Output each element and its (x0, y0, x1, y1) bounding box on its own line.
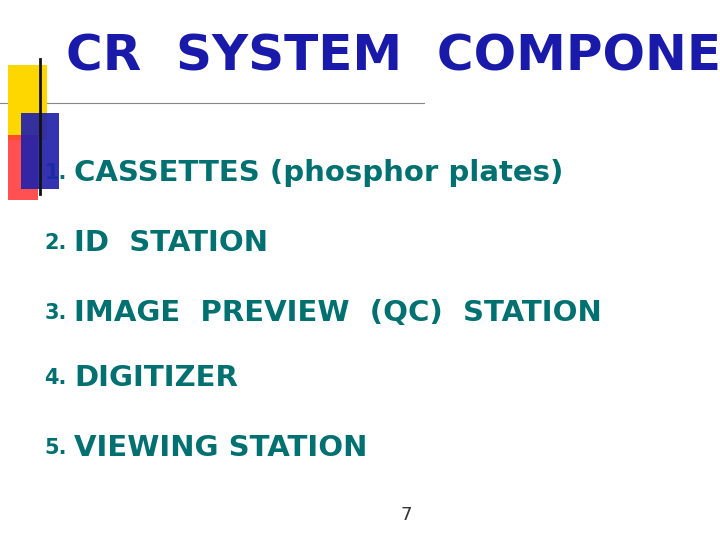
Text: VIEWING STATION: VIEWING STATION (74, 434, 368, 462)
Text: CASSETTES (phosphor plates): CASSETTES (phosphor plates) (74, 159, 564, 187)
Bar (9, 65, 47, 140)
Text: 4.: 4. (45, 368, 67, 388)
Text: IMAGE  PREVIEW  (QC)  STATION: IMAGE PREVIEW (QC) STATION (74, 299, 602, 327)
Text: 1.: 1. (45, 163, 67, 183)
Bar (21, 113, 60, 189)
Text: CR  SYSTEM  COMPONENTS: CR SYSTEM COMPONENTS (66, 33, 720, 80)
Text: DIGITIZER: DIGITIZER (74, 364, 238, 392)
Text: 5.: 5. (45, 438, 67, 458)
Text: 7: 7 (400, 506, 412, 524)
Text: 3.: 3. (45, 303, 67, 323)
Text: 2.: 2. (45, 233, 67, 253)
Bar (9, 135, 38, 200)
Text: ID  STATION: ID STATION (74, 229, 269, 257)
